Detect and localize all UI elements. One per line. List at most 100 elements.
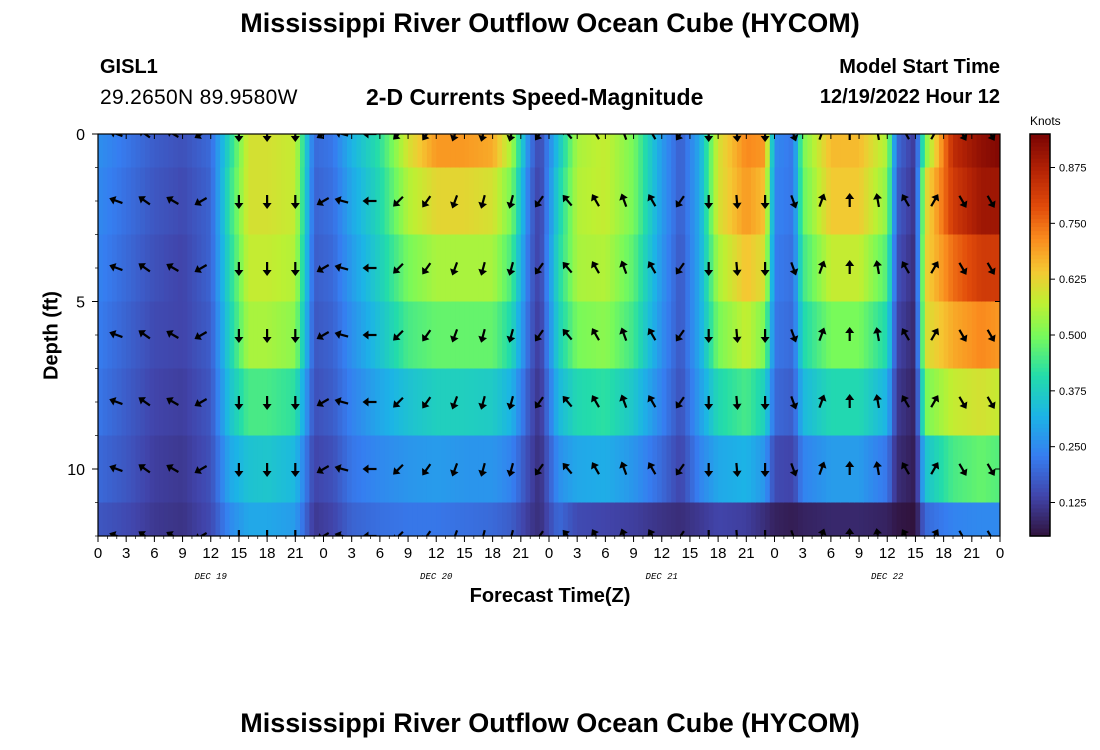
colorbar-swatch	[1030, 250, 1050, 256]
heatmap-cell	[840, 134, 846, 169]
heatmap-cell	[412, 167, 419, 236]
heatmap-cell	[408, 234, 414, 303]
heatmap-cell	[271, 167, 278, 236]
heatmap-cell	[760, 167, 766, 236]
heatmap-cell	[436, 167, 442, 236]
current-arrow	[619, 193, 628, 208]
current-arrow	[647, 134, 657, 140]
colorbar-swatch	[1030, 158, 1050, 163]
heatmap-cell	[967, 167, 973, 236]
heatmap-cell	[516, 502, 522, 536]
heatmap-cell	[563, 435, 569, 504]
heatmap-cell	[915, 368, 921, 437]
colorbar-swatch	[1030, 318, 1050, 324]
heatmap-cell	[821, 167, 827, 236]
heatmap-cell	[234, 368, 240, 437]
heatmap-cell	[191, 502, 198, 536]
heatmap-cell	[863, 167, 870, 236]
heatmap-cell	[487, 435, 494, 504]
heatmap-cell	[924, 502, 931, 536]
heatmap-cell	[718, 234, 724, 303]
heatmap-cell	[567, 234, 574, 303]
heatmap-cell	[365, 502, 372, 536]
heatmap-cell	[671, 368, 677, 437]
heatmap-cell	[924, 234, 931, 303]
colorbar-swatch	[1030, 467, 1050, 473]
heatmap-cell	[797, 234, 804, 303]
heatmap-cell	[943, 502, 949, 536]
heatmap-cell	[666, 435, 672, 504]
heatmap-cell	[393, 234, 400, 303]
heatmap-cell	[426, 502, 433, 536]
colorbar-swatch	[1030, 503, 1050, 509]
axes: 0 3 6 9 12 15 18 21 0 3 6 9 12 15 18 21 0 3 6 9 12 15 18 21 0 3 6 9…	[67, 127, 1004, 582]
heatmap-cell	[586, 301, 592, 370]
heatmap-cell	[812, 435, 818, 504]
heatmap-cell	[920, 134, 926, 169]
heatmap-cell	[840, 502, 846, 536]
heatmap-cell	[802, 167, 808, 236]
heatmap-cell	[840, 435, 846, 504]
heatmap-cell	[844, 134, 851, 169]
heatmap-cell	[314, 234, 320, 303]
current-arrow	[393, 262, 404, 274]
heatmap-cell	[624, 435, 630, 504]
heatmap-cell	[295, 368, 301, 437]
heatmap-cell	[201, 502, 207, 536]
current-arrow	[704, 396, 714, 410]
heatmap-cell	[976, 134, 982, 169]
current-arrow	[509, 529, 515, 536]
heatmap-cell	[943, 435, 949, 504]
heatmap-cell	[868, 368, 874, 437]
heatmap-cell	[549, 234, 555, 303]
heatmap-cell	[863, 301, 870, 370]
heatmap-cell	[351, 502, 357, 536]
heatmap-cell	[788, 301, 794, 370]
heatmap-cell	[661, 301, 668, 370]
heatmap-cell	[638, 167, 644, 236]
colorbar-swatch	[1030, 194, 1050, 199]
x-tick-label: 0	[319, 545, 327, 562]
heatmap-cell	[765, 167, 771, 236]
heatmap-cell	[859, 234, 865, 303]
heatmap-cell	[455, 134, 461, 169]
heatmap-cell	[840, 167, 846, 236]
heatmap-cell	[379, 368, 386, 437]
heatmap-cell	[323, 234, 329, 303]
heatmap-cell	[220, 435, 226, 504]
heatmap-cell	[957, 134, 964, 169]
heatmap-cell	[877, 435, 884, 504]
heatmap-cell	[469, 134, 475, 169]
heatmap-cell	[633, 368, 639, 437]
heatmap-cell	[854, 502, 860, 536]
current-arrow	[817, 528, 827, 536]
heatmap-cell	[159, 368, 165, 437]
heatmap-cell	[727, 435, 733, 504]
heatmap-cell	[694, 435, 700, 504]
heatmap-cell	[257, 234, 264, 303]
heatmap-cell	[516, 435, 522, 504]
heatmap-cell	[408, 301, 414, 370]
heatmap-cell	[309, 234, 315, 303]
colorbar-swatch	[1030, 262, 1050, 268]
heatmap-cell	[704, 301, 710, 370]
heatmap-cell	[267, 134, 273, 169]
heatmap-cell	[309, 134, 315, 169]
current-arrow	[930, 462, 940, 475]
heatmap-cell	[525, 234, 531, 303]
current-arrow	[109, 464, 123, 473]
heatmap-cell	[177, 301, 184, 370]
colorbar-swatch	[1030, 278, 1050, 284]
heatmap-cell	[163, 368, 170, 437]
heatmap-cell	[929, 502, 935, 536]
heatmap-cell	[144, 234, 151, 303]
heatmap-cell	[802, 134, 808, 169]
heatmap-cell	[722, 134, 729, 169]
heatmap-cell	[389, 301, 395, 370]
current-arrow	[562, 194, 573, 207]
heatmap-cell	[577, 301, 583, 370]
heatmap-cell	[873, 134, 879, 169]
heatmap-cell	[685, 234, 691, 303]
current-arrow	[986, 463, 996, 476]
colorbar-swatch	[1030, 182, 1050, 187]
